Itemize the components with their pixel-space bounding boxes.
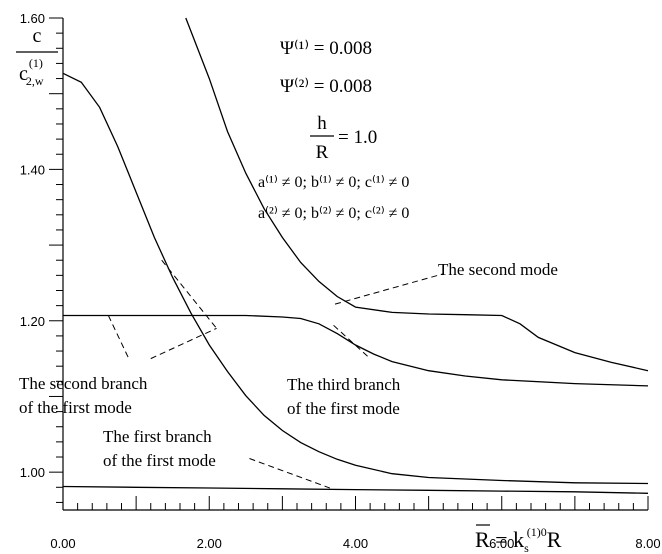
curve-labels: The second mode The third branch of the … — [19, 260, 558, 470]
y-tick-label: 1.00 — [20, 465, 45, 480]
annotation-abc2: a⁽²⁾ ≠ 0; b⁽²⁾ ≠ 0; c⁽²⁾ ≠ 0 — [258, 205, 409, 222]
axes: 0.00 2.00 4.00 6.00 8.00 1.00 1.20 1.40 1.60 — [20, 11, 661, 551]
leader-lines — [107, 259, 444, 489]
x-label-text: R = ks(1)0R — [475, 525, 562, 554]
curve-second-mode — [185, 17, 649, 372]
x-tick-label: 8.00 — [635, 536, 660, 551]
y-label-numerator: c — [33, 25, 42, 47]
y-tick-label: 1.20 — [20, 314, 45, 329]
x-tick-label: 2.00 — [197, 536, 222, 551]
leader-line — [150, 327, 217, 360]
label-third-branch-line2: of the first mode — [287, 399, 400, 418]
annotation-psi1: Ψ⁽¹⁾ = 0.008 — [280, 38, 372, 59]
leader-line — [334, 273, 444, 305]
label-first-branch-line2: of the first mode — [103, 451, 216, 470]
annotation-abc1: a⁽¹⁾ ≠ 0; b⁽¹⁾ ≠ 0; c⁽¹⁾ ≠ 0 — [258, 174, 409, 191]
label-second-branch-line2: of the first mode — [19, 398, 132, 417]
x-tick-label: 4.00 — [343, 536, 368, 551]
x-tick-label: 0.00 — [50, 536, 75, 551]
annotation-h: h — [317, 113, 327, 134]
curves — [62, 17, 649, 494]
leader-line — [107, 315, 130, 359]
parameter-annotations: Ψ⁽¹⁾ = 0.008 Ψ⁽²⁾ = 0.008 h R = 1.0 a⁽¹⁾… — [258, 38, 409, 222]
label-first-branch-line1: The first branch — [103, 427, 212, 446]
x-tick-label: 6.00 — [489, 536, 514, 551]
y-axis-label: c c(1) 2,w — [16, 25, 58, 88]
y-label-denominator: c(1) 2,w — [19, 56, 44, 88]
leader-line — [333, 324, 371, 359]
label-second-mode: The second mode — [438, 260, 558, 279]
annotation-r: R — [316, 142, 329, 163]
curve-second-branch-lower — [62, 72, 649, 485]
curve-third-branch — [63, 314, 649, 387]
leader-line — [249, 458, 331, 489]
curve-first-branch — [62, 485, 649, 494]
y-tick-label: 1.40 — [20, 162, 45, 177]
label-second-branch-line1: The second branch — [19, 374, 148, 393]
y-tick-label: 1.60 — [20, 11, 45, 26]
annotation-psi2: Ψ⁽²⁾ = 0.008 — [280, 76, 372, 97]
leader-line — [161, 259, 217, 329]
annotation-hr-value: = 1.0 — [338, 127, 377, 148]
label-third-branch-line1: The third branch — [287, 375, 401, 394]
x-axis-label: R = ks(1)0R — [475, 524, 562, 554]
